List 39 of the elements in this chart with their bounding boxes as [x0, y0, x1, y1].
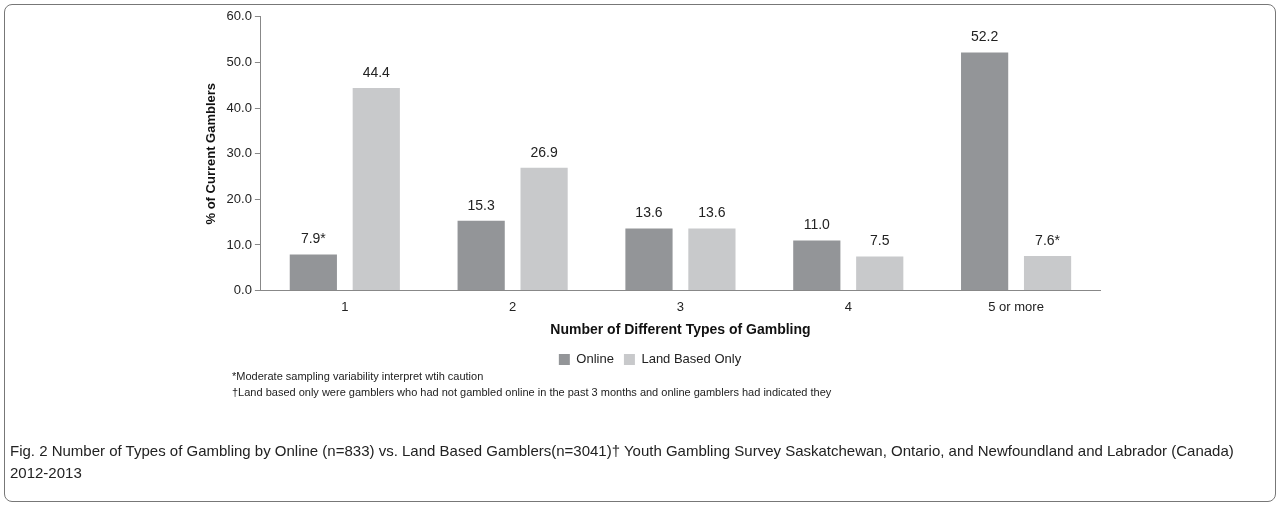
data-label: 7.5	[870, 232, 890, 249]
bar	[289, 254, 337, 291]
x-axis-title: Number of Different Types of Gambling	[550, 321, 811, 338]
text: †Land based only were gamblers who had not gambled online in the past 3 months and online gamblers had indicated they	[232, 386, 832, 398]
legend-label: Land Based Only	[641, 351, 742, 367]
bar	[625, 228, 673, 291]
y-tick-label: 50.0	[226, 54, 252, 70]
bar	[1023, 255, 1072, 291]
data-label: 7.6*	[1035, 231, 1061, 248]
data-label: 13.6	[635, 204, 663, 221]
x-tick-label: 4	[844, 298, 852, 314]
data-label: 52.2	[971, 28, 999, 45]
y-tick-label: 60.0	[226, 8, 252, 24]
y-tick-label: 30.0	[226, 145, 252, 161]
y-axis-title: % of Current Gamblers	[203, 82, 219, 225]
bar	[856, 256, 904, 291]
bar	[520, 167, 568, 291]
data-label: 13.6	[698, 204, 726, 221]
text: *Moderate sampling variability interpret wtih caution	[232, 370, 484, 382]
caption: Fig. 2 Number of Types of Gambling by Online (n=833) vs. Land Based Gamblers(n=3041)† Youth Gambling Survey Saskatchewan, Ontario, and Newfoundland and Labrador (Canada) 2012-2013	[10, 441, 1235, 483]
y-tick-label: 40.0	[226, 99, 252, 115]
bar	[688, 228, 736, 291]
bar	[961, 52, 1009, 291]
x-tick-label: 1	[341, 298, 349, 314]
bar	[457, 220, 505, 291]
legend-label: Online	[576, 351, 614, 367]
data-label: 44.4	[362, 63, 391, 80]
x-tick-label: 5 or more	[988, 298, 1044, 314]
x-tick-label: 3	[676, 298, 685, 314]
y-tick-label: 0.0	[233, 282, 252, 298]
data-label: 26.9	[530, 143, 558, 160]
data-label: 11.0	[803, 216, 831, 233]
data-label: 7.9*	[300, 230, 327, 247]
y-tick-label: 20.0	[226, 190, 252, 206]
bar	[793, 240, 841, 291]
y-tick-label: 10.0	[226, 236, 252, 252]
data-label: 15.3	[467, 196, 495, 213]
bar	[352, 87, 400, 291]
x-tick-label: 2	[509, 298, 517, 314]
